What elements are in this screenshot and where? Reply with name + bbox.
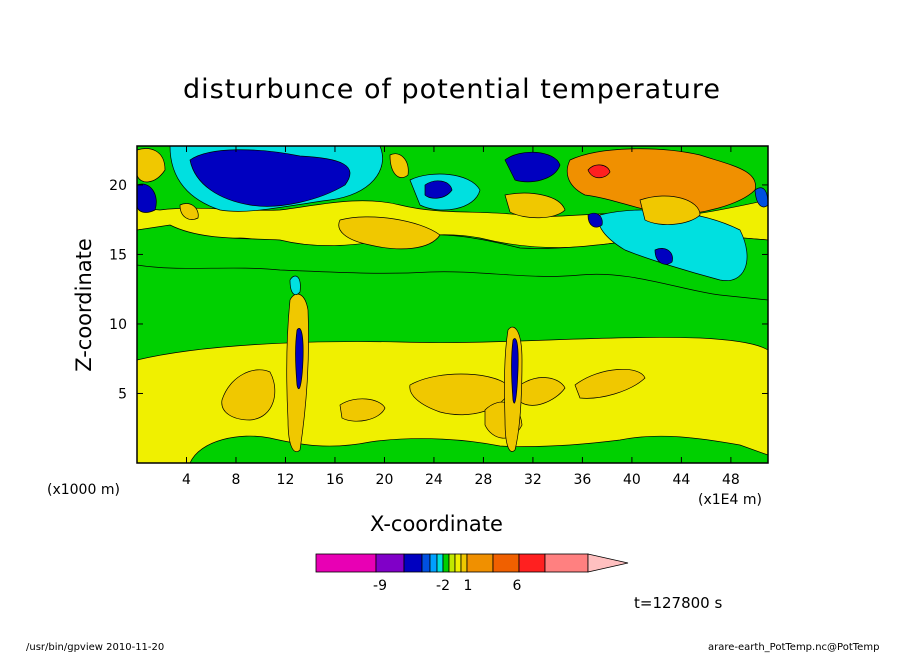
blue-patch-6 [587, 212, 603, 228]
orange-patch-2 [504, 192, 566, 219]
colorbar-segment [442, 553, 450, 573]
orange-patch-upper-right [566, 148, 756, 216]
colorbar-label: -9 [373, 578, 387, 594]
colorbar-segment [436, 553, 444, 573]
plume-right-core [511, 338, 519, 404]
footer-right: arare-earth_PotTemp.nc@PotTemp [708, 642, 880, 653]
orange-blob-1 [221, 369, 276, 421]
colorbar-label: -2 [436, 578, 450, 594]
colorbar-segment [544, 553, 589, 573]
footer-left: /usr/bin/gpview 2010-11-20 [26, 642, 165, 653]
colorbar-segment [518, 553, 546, 573]
colorbar-segment [421, 553, 431, 573]
x-tick-label: 20 [376, 472, 394, 488]
x-tick-label: 40 [623, 472, 641, 488]
colorbar-segment [466, 553, 494, 573]
blue-patch-7 [754, 187, 768, 208]
x-axis-title: X-coordinate [370, 512, 503, 536]
colorbar-segment [454, 553, 462, 573]
chart-title: disturbunce of potential temperature [183, 74, 721, 105]
colorbar-label: 1 [464, 578, 473, 594]
colorbar-arrow [587, 553, 629, 573]
x-tick-label: 48 [722, 472, 740, 488]
bottom-green-strip [189, 435, 768, 463]
colorbar-segment [403, 553, 423, 573]
colorbar: -9 -2 1 6 [315, 553, 629, 594]
x-tick-label: 32 [524, 472, 542, 488]
blue-patch-5 [654, 248, 673, 265]
y-tick-label: 15 [109, 247, 127, 263]
orange-blob-5 [574, 369, 646, 399]
colorbar-segment [460, 553, 468, 573]
orange-patch-4 [137, 148, 166, 183]
y-tick-label: 5 [118, 386, 127, 402]
blue-patch-2 [504, 151, 561, 183]
plume-left-core [295, 328, 304, 390]
colorbar-segment [429, 553, 438, 573]
x-tick-label: 12 [277, 472, 295, 488]
y-tick-label: 10 [109, 317, 127, 333]
red-patch-upper-right [587, 164, 611, 179]
colorbar-label: 6 [513, 578, 522, 594]
x-tick-label: 36 [573, 472, 591, 488]
orange-patch-5 [389, 153, 409, 178]
orange-patch-3 [338, 216, 441, 250]
x-tick-label: 16 [326, 472, 344, 488]
x-tick-label: 4 [182, 472, 191, 488]
colorbar-segment [448, 553, 456, 573]
blue-patch-3 [424, 180, 453, 199]
colorbar-segment [492, 553, 520, 573]
x-tick-label: 8 [232, 472, 241, 488]
y-tick-label: 20 [109, 178, 127, 194]
orange-blob-4 [517, 377, 566, 406]
colorbar-segment [315, 553, 377, 573]
blue-patch-1 [189, 149, 351, 207]
plot-frame [136, 145, 769, 464]
x-tick-label: 24 [425, 472, 443, 488]
time-label: t=127800 s [634, 594, 723, 612]
orange-patch-6 [179, 203, 199, 220]
x-unit-right: (x1E4 m) [698, 492, 762, 508]
orange-blob-2 [339, 398, 386, 422]
x-tick-label: 44 [672, 472, 690, 488]
orange-patch-7 [639, 195, 701, 225]
x-unit-left: (x1000 m) [47, 482, 120, 498]
blue-patch-4 [137, 183, 157, 213]
x-tick-label: 28 [475, 472, 493, 488]
colorbar-segment [375, 553, 405, 573]
y-axis-title: Z-coordinate [72, 238, 96, 372]
small-cyan-plume [289, 275, 301, 295]
